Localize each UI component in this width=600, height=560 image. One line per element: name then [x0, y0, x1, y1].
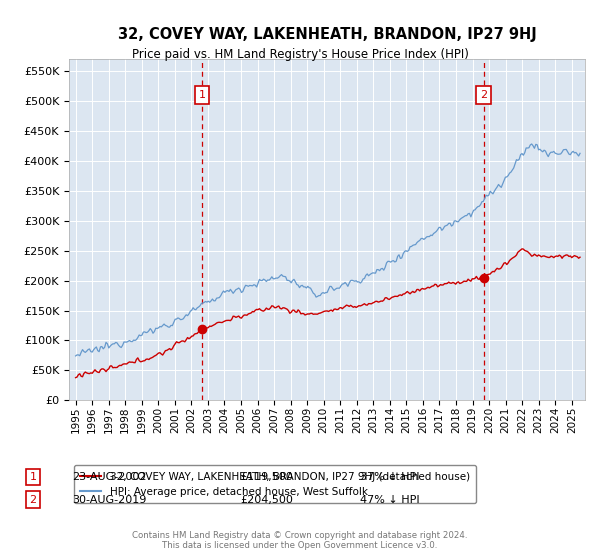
Text: Contains HM Land Registry data © Crown copyright and database right 2024.
This d: Contains HM Land Registry data © Crown c… [132, 530, 468, 550]
Text: 2: 2 [480, 90, 487, 100]
Text: 30-AUG-2019: 30-AUG-2019 [72, 494, 146, 505]
Text: 1: 1 [199, 90, 206, 100]
Text: 37% ↓ HPI: 37% ↓ HPI [360, 472, 419, 482]
Legend: 32, COVEY WAY, LAKENHEATH, BRANDON, IP27 9HJ (detached house), HPI: Average pric: 32, COVEY WAY, LAKENHEATH, BRANDON, IP27… [74, 465, 476, 503]
Text: Price paid vs. HM Land Registry's House Price Index (HPI): Price paid vs. HM Land Registry's House … [131, 48, 469, 60]
Text: 1: 1 [29, 472, 37, 482]
Text: £119,500: £119,500 [240, 472, 293, 482]
Text: £204,500: £204,500 [240, 494, 293, 505]
Text: 47% ↓ HPI: 47% ↓ HPI [360, 494, 419, 505]
Text: 2: 2 [29, 494, 37, 505]
Title: 32, COVEY WAY, LAKENHEATH, BRANDON, IP27 9HJ: 32, COVEY WAY, LAKENHEATH, BRANDON, IP27… [118, 27, 536, 43]
Text: 23-AUG-2002: 23-AUG-2002 [72, 472, 146, 482]
